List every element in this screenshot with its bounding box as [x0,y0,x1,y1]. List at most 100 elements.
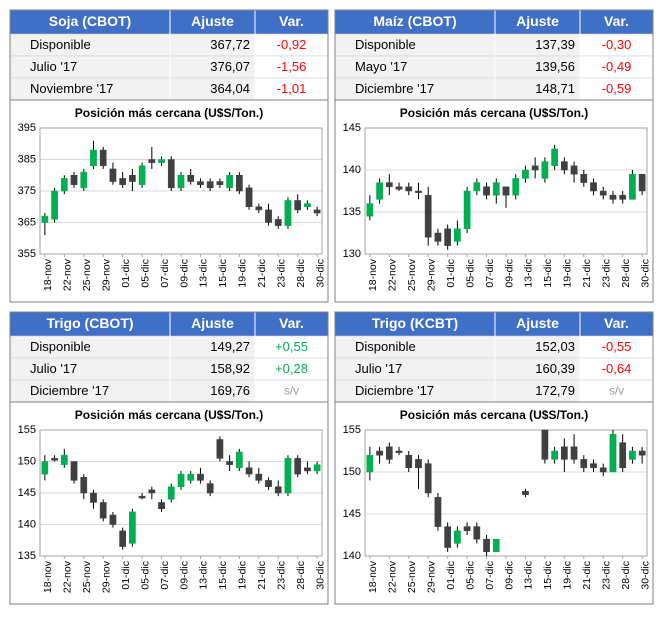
table-header-cell: Ajuste [516,315,559,331]
candle-body [187,175,195,182]
table-header-cell: Ajuste [516,13,559,29]
x-tick-label: 13-dic [198,561,210,590]
chart-title: Posición más cercana (U$S/Ton.) [400,408,589,422]
x-tick-label: 09-dic [178,259,190,288]
candle-body [60,454,68,465]
x-tick-label: 18-nov [367,560,379,593]
y-tick-label: 385 [18,153,36,165]
candle-body [304,203,311,208]
row-value: 172,79 [535,383,575,398]
y-tick-label: 375 [18,185,36,197]
candle-body [109,514,117,525]
x-tick-label: 22-nov [62,560,74,593]
candle-body [177,473,185,487]
candle-body [187,473,195,481]
x-tick-label: 13-dic [523,561,535,590]
x-tick-label: 21-dic [581,259,593,288]
table-header-cell: Trigo (CBOT) [46,315,133,331]
row-label: Julio '17 [30,59,77,74]
row-label: Mayo '17 [355,59,407,74]
candle-body [313,464,321,472]
chart-area [334,401,654,605]
candle-body [541,429,549,460]
table-header-cell: Var. [279,315,304,331]
x-tick-label: 21-dic [581,561,593,590]
y-tick-label: 155 [18,424,36,436]
row-change: +0,55 [275,339,308,354]
x-tick-label: 28-dic [620,259,632,288]
row-label: Disponible [30,37,91,52]
panel: Maíz (CBOT) Ajuste Var. Disponible 137,39 -0,… [334,9,654,303]
x-tick-label: 01-dic [120,259,132,288]
y-tick-label: 395 [18,122,36,134]
table-header-cell: Trigo (KCBT) [372,315,458,331]
table-header-bg [10,312,328,336]
table-header-cell: Soja (CBOT) [49,13,131,29]
candle-body [463,190,471,230]
candle-body [129,511,136,544]
candle-body [129,175,136,182]
candle-body [80,477,88,494]
row-value: 367,72 [210,37,250,52]
candle-body [226,461,233,465]
row-value: 152,03 [535,339,575,354]
x-tick-label: 13-dic [523,259,535,288]
candle-body [99,502,107,519]
candle-body [235,451,243,469]
y-tick-label: 150 [343,466,361,478]
x-tick-label: 22-nov [387,258,399,291]
candle-body [148,159,156,163]
candle-body [551,148,558,167]
candle-body [619,442,627,469]
x-tick-label: 19-dic [237,561,249,590]
candle-body [415,459,422,469]
x-tick-label: 19-dic [237,259,249,288]
panel-frame [9,9,329,303]
candle-body [434,496,442,527]
candle-body [444,228,452,246]
x-tick-label: 30-dic [639,561,651,590]
row-change: s/v [609,384,624,398]
panel: Soja (CBOT) Ajuste Var. Disponible 367,72 -0,… [9,9,329,303]
x-tick-label: 28-dic [295,259,307,288]
x-tick-label: 25-nov [81,560,93,593]
candle-body [119,530,127,547]
candle-body [167,159,175,189]
row-label: Diciembre '17 [355,383,434,398]
panel-frame [9,311,329,605]
x-tick-label: 30-dic [314,259,326,288]
candle-body [415,190,422,193]
x-tick-label: 23-dic [276,561,288,590]
candle-body [444,526,452,548]
x-tick-label: 22-nov [62,258,74,291]
candle-body [570,165,578,175]
x-tick-label: 30-dic [314,561,326,590]
y-tick-label: 145 [343,508,361,520]
candle-body [541,161,549,179]
candle-body [70,461,78,481]
candle-body [473,182,481,192]
row-label: Disponible [30,339,91,354]
x-tick-label: 15-dic [217,561,229,590]
candle-body [274,486,282,494]
panel-frame [334,311,654,605]
candle-body [235,175,243,192]
candle-body [265,480,272,487]
x-tick-label: 25-nov [406,560,418,593]
chart-area [9,401,329,605]
row-change: -0,59 [602,81,632,96]
chart-title: Posición más cercana (U$S/Ton.) [75,106,264,120]
x-tick-label: 05-dic [464,259,476,288]
candle-body [109,168,117,182]
x-tick-label: 07-dic [484,561,496,590]
candle-body [304,467,311,472]
x-tick-label: 29-nov [425,258,437,291]
candle-body [512,178,520,196]
candle-body [119,178,127,185]
table-header-cell: Maíz (CBOT) [373,13,456,29]
candle-body [294,458,302,475]
candle-body [599,190,607,196]
candle-body [560,161,568,171]
y-tick-label: 140 [343,164,361,176]
candle-body [463,526,471,532]
